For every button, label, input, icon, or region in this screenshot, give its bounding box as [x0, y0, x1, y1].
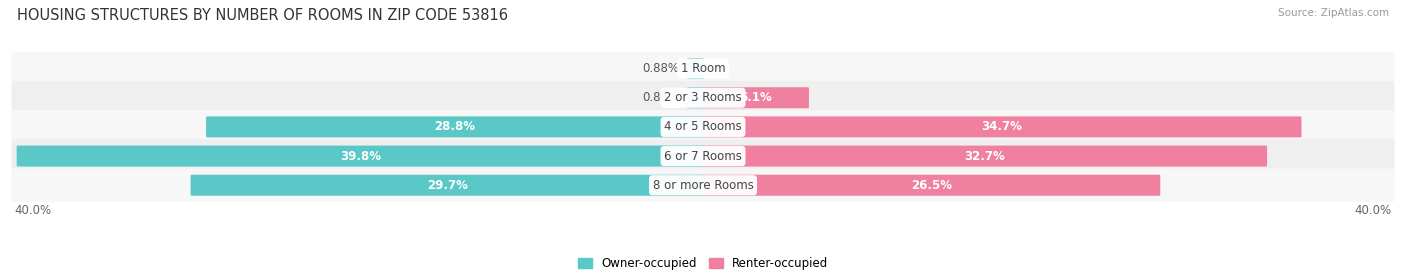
- FancyBboxPatch shape: [11, 110, 1395, 144]
- Text: 1 Room: 1 Room: [681, 62, 725, 75]
- Text: Source: ZipAtlas.com: Source: ZipAtlas.com: [1278, 8, 1389, 18]
- FancyBboxPatch shape: [11, 168, 1395, 202]
- FancyBboxPatch shape: [688, 87, 704, 108]
- Text: 34.7%: 34.7%: [981, 120, 1022, 133]
- FancyBboxPatch shape: [11, 81, 1395, 114]
- FancyBboxPatch shape: [702, 175, 1160, 196]
- Text: 32.7%: 32.7%: [965, 150, 1005, 163]
- Text: 4 or 5 Rooms: 4 or 5 Rooms: [664, 120, 742, 133]
- FancyBboxPatch shape: [191, 175, 704, 196]
- Text: HOUSING STRUCTURES BY NUMBER OF ROOMS IN ZIP CODE 53816: HOUSING STRUCTURES BY NUMBER OF ROOMS IN…: [17, 8, 508, 23]
- Text: 28.8%: 28.8%: [434, 120, 475, 133]
- Text: 40.0%: 40.0%: [1355, 204, 1392, 217]
- Text: 6.1%: 6.1%: [740, 91, 772, 104]
- FancyBboxPatch shape: [207, 116, 704, 137]
- FancyBboxPatch shape: [702, 116, 1302, 137]
- Text: 29.7%: 29.7%: [427, 179, 468, 192]
- FancyBboxPatch shape: [702, 87, 808, 108]
- FancyBboxPatch shape: [702, 146, 1267, 167]
- Legend: Owner-occupied, Renter-occupied: Owner-occupied, Renter-occupied: [578, 257, 828, 270]
- Text: 39.8%: 39.8%: [340, 150, 381, 163]
- Text: 40.0%: 40.0%: [14, 204, 51, 217]
- FancyBboxPatch shape: [688, 58, 704, 79]
- Text: 2 or 3 Rooms: 2 or 3 Rooms: [664, 91, 742, 104]
- FancyBboxPatch shape: [11, 139, 1395, 173]
- Text: 0.88%: 0.88%: [643, 62, 679, 75]
- Text: 8 or more Rooms: 8 or more Rooms: [652, 179, 754, 192]
- Text: 0.88%: 0.88%: [643, 91, 679, 104]
- FancyBboxPatch shape: [11, 52, 1395, 85]
- FancyBboxPatch shape: [17, 146, 704, 167]
- Text: 26.5%: 26.5%: [911, 179, 952, 192]
- Text: 6 or 7 Rooms: 6 or 7 Rooms: [664, 150, 742, 163]
